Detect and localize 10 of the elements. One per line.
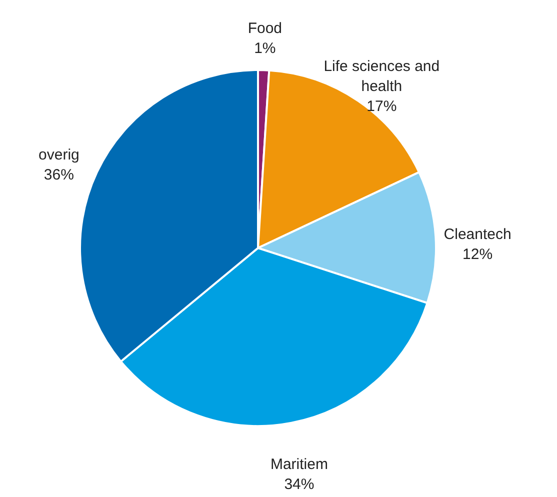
slice-label: Maritiem (270, 456, 328, 474)
slice-label: Life sciences and health (324, 58, 440, 96)
data-label: 17% (366, 98, 397, 116)
data-label: 36% (44, 166, 74, 184)
slice-label: overig (38, 146, 80, 164)
data-label: 34% (284, 476, 314, 494)
slice-label: Food (248, 20, 282, 38)
data-label: 1% (254, 40, 276, 58)
slice-label: Cleantech (444, 226, 512, 244)
data-label: 12% (462, 246, 493, 264)
